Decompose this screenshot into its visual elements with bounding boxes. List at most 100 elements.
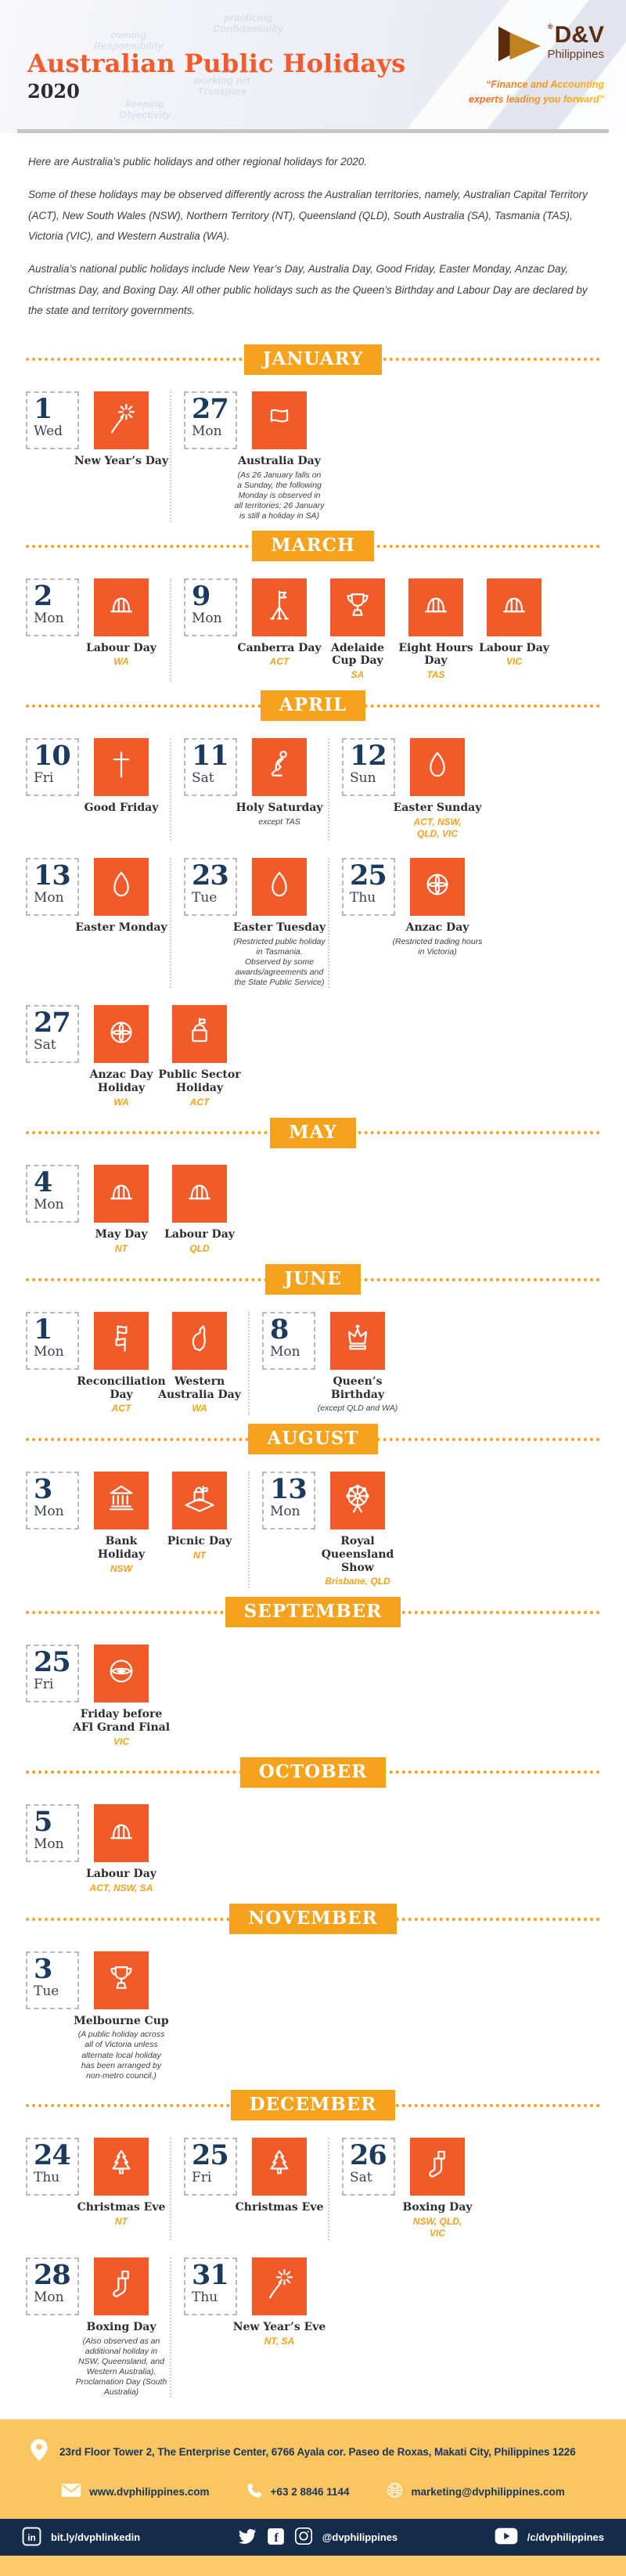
stocking-icon	[104, 2267, 139, 2305]
date-number: 5	[34, 1806, 52, 1839]
location-pin-icon	[30, 2438, 49, 2466]
social-handles[interactable]: f @dvphilippines	[237, 2526, 398, 2549]
date-box: 25 Fri	[184, 2137, 237, 2196]
holiday-row: 4 Mon May Day NT Labour Day QLD	[26, 1165, 626, 1255]
date-day: Sat	[350, 2169, 372, 2185]
holiday-region: NT	[193, 1549, 206, 1561]
logo-tagline: “Finance and Accounting experts leading …	[455, 77, 604, 107]
holiday-region: WA	[113, 1096, 129, 1108]
holiday-tile	[408, 578, 463, 636]
holiday-name: Christmas Eve	[77, 2200, 166, 2214]
month-banner: MAY	[270, 1117, 356, 1148]
date-box: 23 Tue	[184, 857, 237, 916]
holiday-tile	[172, 1471, 227, 1529]
holiday-row: 25 Fri Friday before AFl Grand Final VIC	[26, 1644, 626, 1748]
date-box: 25 Fri	[26, 1644, 79, 1702]
holiday-item: Labour Day VIC	[475, 578, 553, 682]
holiday-group: 3 Tue Melbourne Cup (A public holiday acros…	[26, 1951, 169, 2081]
holiday-tile	[94, 857, 149, 916]
holiday-region: VIC	[505, 656, 522, 668]
date-number: 25	[34, 1645, 71, 1678]
date-box: 12 Sun	[342, 737, 395, 796]
holiday-items: Bank Holiday NSW Picnic Day NT	[82, 1471, 239, 1575]
holiday-region: NT	[115, 1243, 128, 1255]
holiday-row: 1 Mon Reconciliation Day ACT Western Austral…	[26, 1311, 626, 1415]
date-box: 3 Tue	[26, 1951, 79, 2009]
holiday-name: Canberra Day	[237, 641, 322, 654]
date-box: 9 Mon	[184, 578, 237, 636]
holiday-name: Christmas Eve	[235, 2200, 324, 2214]
holiday-tile	[172, 1005, 227, 1064]
holiday-items: Easter Monday	[75, 857, 167, 935]
holiday-tile	[252, 391, 307, 450]
month-banner: JANUARY	[243, 344, 383, 375]
holiday-group: 25 Fri Christmas Eve	[170, 2137, 323, 2240]
hardhat-icon	[497, 588, 531, 626]
date-box: 5 Mon	[26, 1804, 79, 1863]
date-number: 3	[34, 1472, 52, 1505]
holiday-name: Public Sector Holiday	[158, 1068, 241, 1094]
holiday-items: Labour Day WA	[82, 578, 160, 668]
holiday-name: Friday before AFl Grand Final	[72, 1707, 171, 1734]
fireworks-icon	[104, 402, 139, 440]
month-section-november: NOVEMBER 3 Tue Melbourne Cup (A public holid…	[0, 1904, 626, 2081]
date-number: 1	[34, 393, 52, 426]
date-number: 8	[270, 1313, 289, 1346]
month-banner: SEPTEMBER	[225, 1597, 401, 1628]
holiday-tile	[410, 857, 465, 916]
holiday-group: 31 Thu New Year’s Eve NT, SA	[170, 2257, 326, 2398]
month-banner: AUGUST	[248, 1424, 378, 1455]
stocking-icon	[420, 2147, 455, 2185]
tree-icon	[104, 2147, 139, 2185]
egg-icon	[104, 867, 139, 906]
hardhat-icon	[104, 588, 139, 626]
holiday-tile	[94, 391, 149, 450]
holiday-group: 27 Mon Australia Day (As 26 January falls o…	[170, 391, 324, 522]
holiday-group: 11 Sat Holy Saturday except TAS	[170, 737, 323, 841]
email-link[interactable]: marketing@dvphilippines.com	[386, 2481, 565, 2502]
holiday-group: 3 Mon Bank Holiday NSW Picnic Day NT	[26, 1471, 239, 1588]
flag-icon	[262, 402, 297, 440]
holiday-group: 1 Wed New Year’s Day	[26, 391, 168, 521]
holiday-group: 8 Mon Queen’s Birthday (except QLD and WA)	[248, 1311, 398, 1415]
holiday-name: Easter Sunday	[393, 801, 482, 814]
month-banner-row: MAY	[26, 1117, 600, 1148]
holiday-tile	[330, 1311, 385, 1370]
holiday-item: Reconciliation Day ACT	[77, 1311, 166, 1415]
holiday-name: New Year’s Eve	[232, 2320, 326, 2333]
website-link[interactable]: www.dvphilippines.com	[61, 2483, 210, 2500]
holiday-item: Boxing Day (Also observed as an additiona…	[76, 2257, 167, 2398]
footer-contact-band: 23rd Floor Tower 2, The Enterprise Cente…	[0, 2419, 626, 2520]
holiday-item: Eight Hours Day TAS	[397, 578, 475, 682]
holiday-items: Anzac Day (Restricted trading hours in Vi…	[393, 857, 482, 957]
holiday-row: 24 Thu Christmas Eve NT 25 Fri Christmas Eve 26…	[26, 2137, 626, 2240]
holiday-item: New Year’s Eve NT, SA	[233, 2257, 326, 2347]
bank-icon	[104, 1481, 139, 1519]
date-box: 13 Mon	[262, 1471, 315, 1529]
holiday-name: Boxing Day	[402, 2200, 473, 2214]
date-box: 1 Mon	[26, 1311, 79, 1370]
month-section-april: APRIL 10 Fri Good Friday 11 Sat Holy Saturday e…	[0, 690, 626, 1109]
holiday-item: Royal Queensland Show Brisbane, QLD	[318, 1471, 397, 1588]
date-number: 25	[192, 2138, 229, 2171]
linkedin-link[interactable]: in bit.ly/dvphlinkedin	[22, 2527, 140, 2549]
holiday-item: Melbourne Cup (A public holiday across al…	[74, 1951, 169, 2081]
flags-icon	[104, 1321, 139, 1360]
date-number: 27	[34, 1007, 71, 1039]
youtube-link[interactable]: /c/dvphilippines	[495, 2527, 604, 2547]
contact-row: www.dvphilippines.com +63 2 8846 1144 ma…	[23, 2481, 603, 2502]
holiday-item: Easter Tuesday (Restricted public holiday…	[233, 857, 326, 988]
holiday-tile	[94, 1804, 149, 1863]
football-icon	[104, 1654, 139, 1692]
holiday-tile	[330, 1471, 385, 1529]
holiday-tile	[172, 1311, 227, 1370]
holiday-group: 13 Mon Easter Monday	[26, 857, 167, 988]
date-box: 11 Sat	[184, 737, 237, 796]
holiday-group: 27 Sat Anzac Day Holiday WA Public Sector Ho…	[26, 1005, 241, 1108]
date-day: Mon	[270, 1503, 300, 1519]
crown-icon	[340, 1321, 375, 1360]
holiday-name: Holy Saturday	[236, 801, 323, 814]
month-banner: NOVEMBER	[229, 1904, 397, 1935]
date-day: Sun	[350, 769, 376, 786]
phone-number[interactable]: +63 2 8846 1144	[246, 2482, 350, 2502]
